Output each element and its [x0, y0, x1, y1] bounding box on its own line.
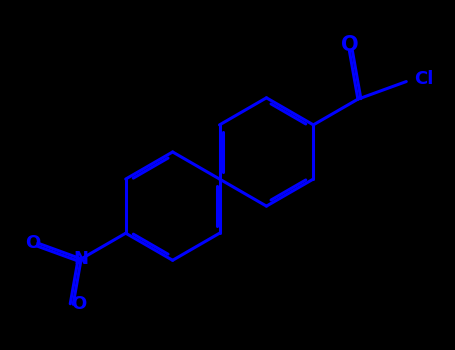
Text: N: N [74, 250, 89, 268]
Text: O: O [71, 295, 86, 313]
Text: O: O [341, 35, 358, 55]
Text: O: O [25, 234, 40, 252]
Text: Cl: Cl [415, 70, 434, 88]
